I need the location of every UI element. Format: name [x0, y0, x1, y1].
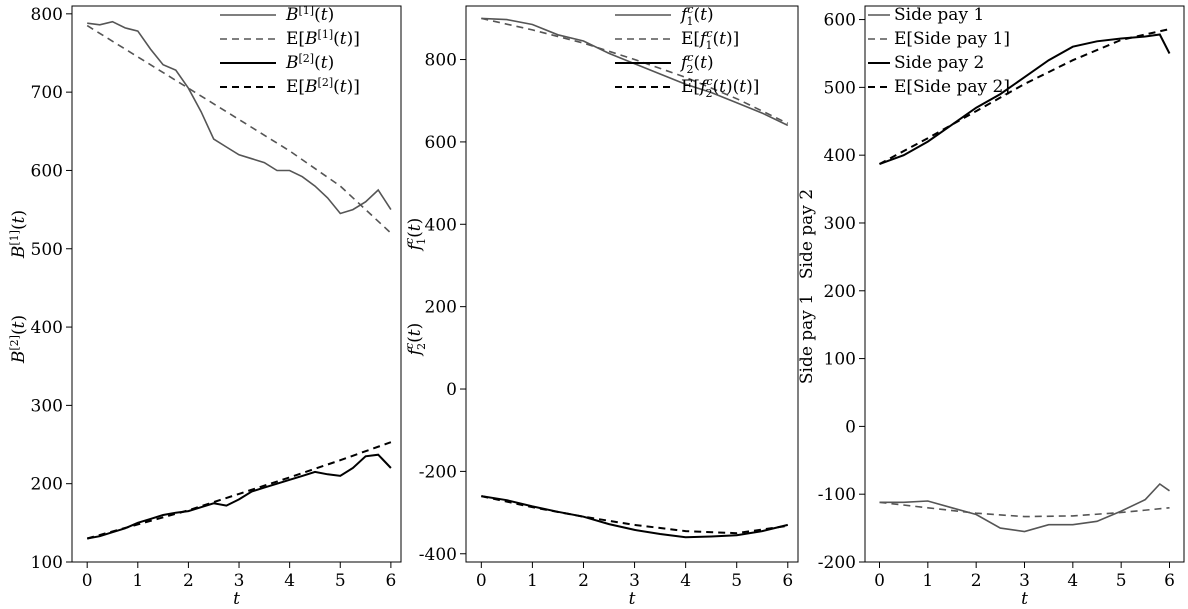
- y-tick-label: -100: [818, 485, 856, 505]
- series-line-3: [87, 453, 392, 540]
- x-tick-label: 4: [284, 571, 295, 591]
- x-tick-label: 3: [1019, 571, 1030, 591]
- series-line-3: [879, 33, 1171, 165]
- x-tick-label: 5: [731, 571, 742, 591]
- y-tick-label: 600: [425, 133, 457, 153]
- y-tick-label: 600: [31, 161, 63, 181]
- y-tick-label: 600: [824, 11, 856, 31]
- x-tick-label: 1: [922, 571, 933, 591]
- legend-entry: B[2](t): [285, 52, 334, 73]
- y-tick-label: -200: [818, 553, 856, 573]
- series-line-1: [481, 17, 789, 127]
- y-tick-label: 700: [31, 83, 63, 103]
- y-tick-label: -400: [419, 545, 457, 565]
- x-tick-label: 4: [1067, 571, 1078, 591]
- x-tick-label: 0: [874, 571, 885, 591]
- x-tick-label: 5: [335, 571, 346, 591]
- y-tick-label: 0: [446, 380, 457, 400]
- y-tick-label: 300: [31, 396, 63, 416]
- legend-entry: E[B[2](t)]: [286, 76, 360, 97]
- y-tick-label: -200: [419, 462, 457, 482]
- y-tick-label: 500: [31, 240, 63, 260]
- x-tick-label: 0: [476, 571, 487, 591]
- x-tick-label: 2: [578, 571, 589, 591]
- legend-entry: Side pay 2: [894, 53, 984, 73]
- y-tick-label: 200: [425, 298, 457, 318]
- legend-entry: Side pay 1: [894, 5, 984, 25]
- y-tick-label: 100: [824, 350, 856, 370]
- series-line-2: [481, 17, 789, 125]
- x-tick-label: 0: [82, 571, 93, 591]
- y-tick-label: 500: [824, 78, 856, 98]
- y-tick-label: 400: [31, 318, 63, 338]
- x-tick-label: 3: [629, 571, 640, 591]
- series-line-4: [481, 495, 788, 535]
- legend-entry: B[1](t): [285, 4, 334, 25]
- legend-entry: fc 1(t): [679, 3, 714, 28]
- y-axis-label-top: B[1](t): [8, 210, 29, 259]
- series-line-2: [86, 24, 392, 234]
- y-tick-label: 0: [845, 417, 856, 437]
- plot-frame: [71, 5, 402, 563]
- x-tick-label: 1: [132, 571, 143, 591]
- series-line-3: [481, 495, 789, 539]
- x-tick-label: 2: [183, 571, 194, 591]
- y-tick-label: 200: [31, 475, 63, 495]
- y-tick-label: 800: [425, 51, 457, 71]
- x-tick-label: 4: [680, 571, 691, 591]
- series-line-2: [879, 501, 1170, 518]
- x-tick-label: 2: [971, 571, 982, 591]
- plot-frame: [465, 5, 799, 563]
- x-tick-label: 1: [527, 571, 538, 591]
- y-tick-label: 400: [824, 146, 856, 166]
- y-tick-label: 100: [31, 553, 63, 573]
- y-tick-label: 800: [31, 5, 63, 25]
- legend-entry: E[fc 2(t)(t)]: [681, 75, 759, 100]
- series-line-4: [879, 28, 1170, 165]
- x-tick-label: 6: [782, 571, 793, 591]
- y-axis-label-top: Side pay 2: [797, 189, 817, 279]
- legend-entry: E[B[1](t)]: [286, 28, 360, 49]
- x-tick-label: 5: [1116, 571, 1127, 591]
- legend-entry: E[Side pay 1]: [894, 29, 1010, 49]
- y-axis-label-bottom: B[2](t): [8, 315, 29, 364]
- series-line-1: [87, 20, 392, 215]
- y-axis-label-bottom: Side pay 1: [797, 294, 817, 384]
- y-tick-label: 400: [425, 215, 457, 235]
- x-axis-label: t: [629, 589, 636, 609]
- x-tick-label: 3: [234, 571, 245, 591]
- series-line-1: [879, 482, 1170, 533]
- legend-entry: E[fc 1(t)]: [681, 27, 739, 52]
- legend-entry: E[Side pay 2]: [894, 77, 1010, 97]
- x-axis-label: t: [1021, 589, 1028, 609]
- series-line-4: [86, 441, 392, 540]
- chart-panel-2: 0 1 2 3 4 5 6 -400 -200 0 200 400 600 800 t fc1(t) fc2(t…: [403, 3, 799, 609]
- x-axis-label: t: [233, 589, 240, 609]
- y-tick-label: 300: [824, 214, 856, 234]
- legend-entry: fc 2(t): [679, 51, 714, 76]
- y-axis-label-top: fc1(t): [403, 218, 428, 253]
- chart-panel-1: 0 1 2 3 4 5 6 100 200 300 400 500 600 700 800 t B[1](t) B…: [8, 4, 402, 609]
- chart-panel-3: 0 1 2 3 4 5 6 -200 -100 0 100 200 300 400 500 600 t Side …: [797, 5, 1185, 609]
- y-tick-label: 200: [824, 282, 856, 302]
- x-tick-label: 6: [1164, 571, 1175, 591]
- x-tick-label: 6: [385, 571, 396, 591]
- y-axis-label-bottom: fc2(t): [403, 323, 428, 358]
